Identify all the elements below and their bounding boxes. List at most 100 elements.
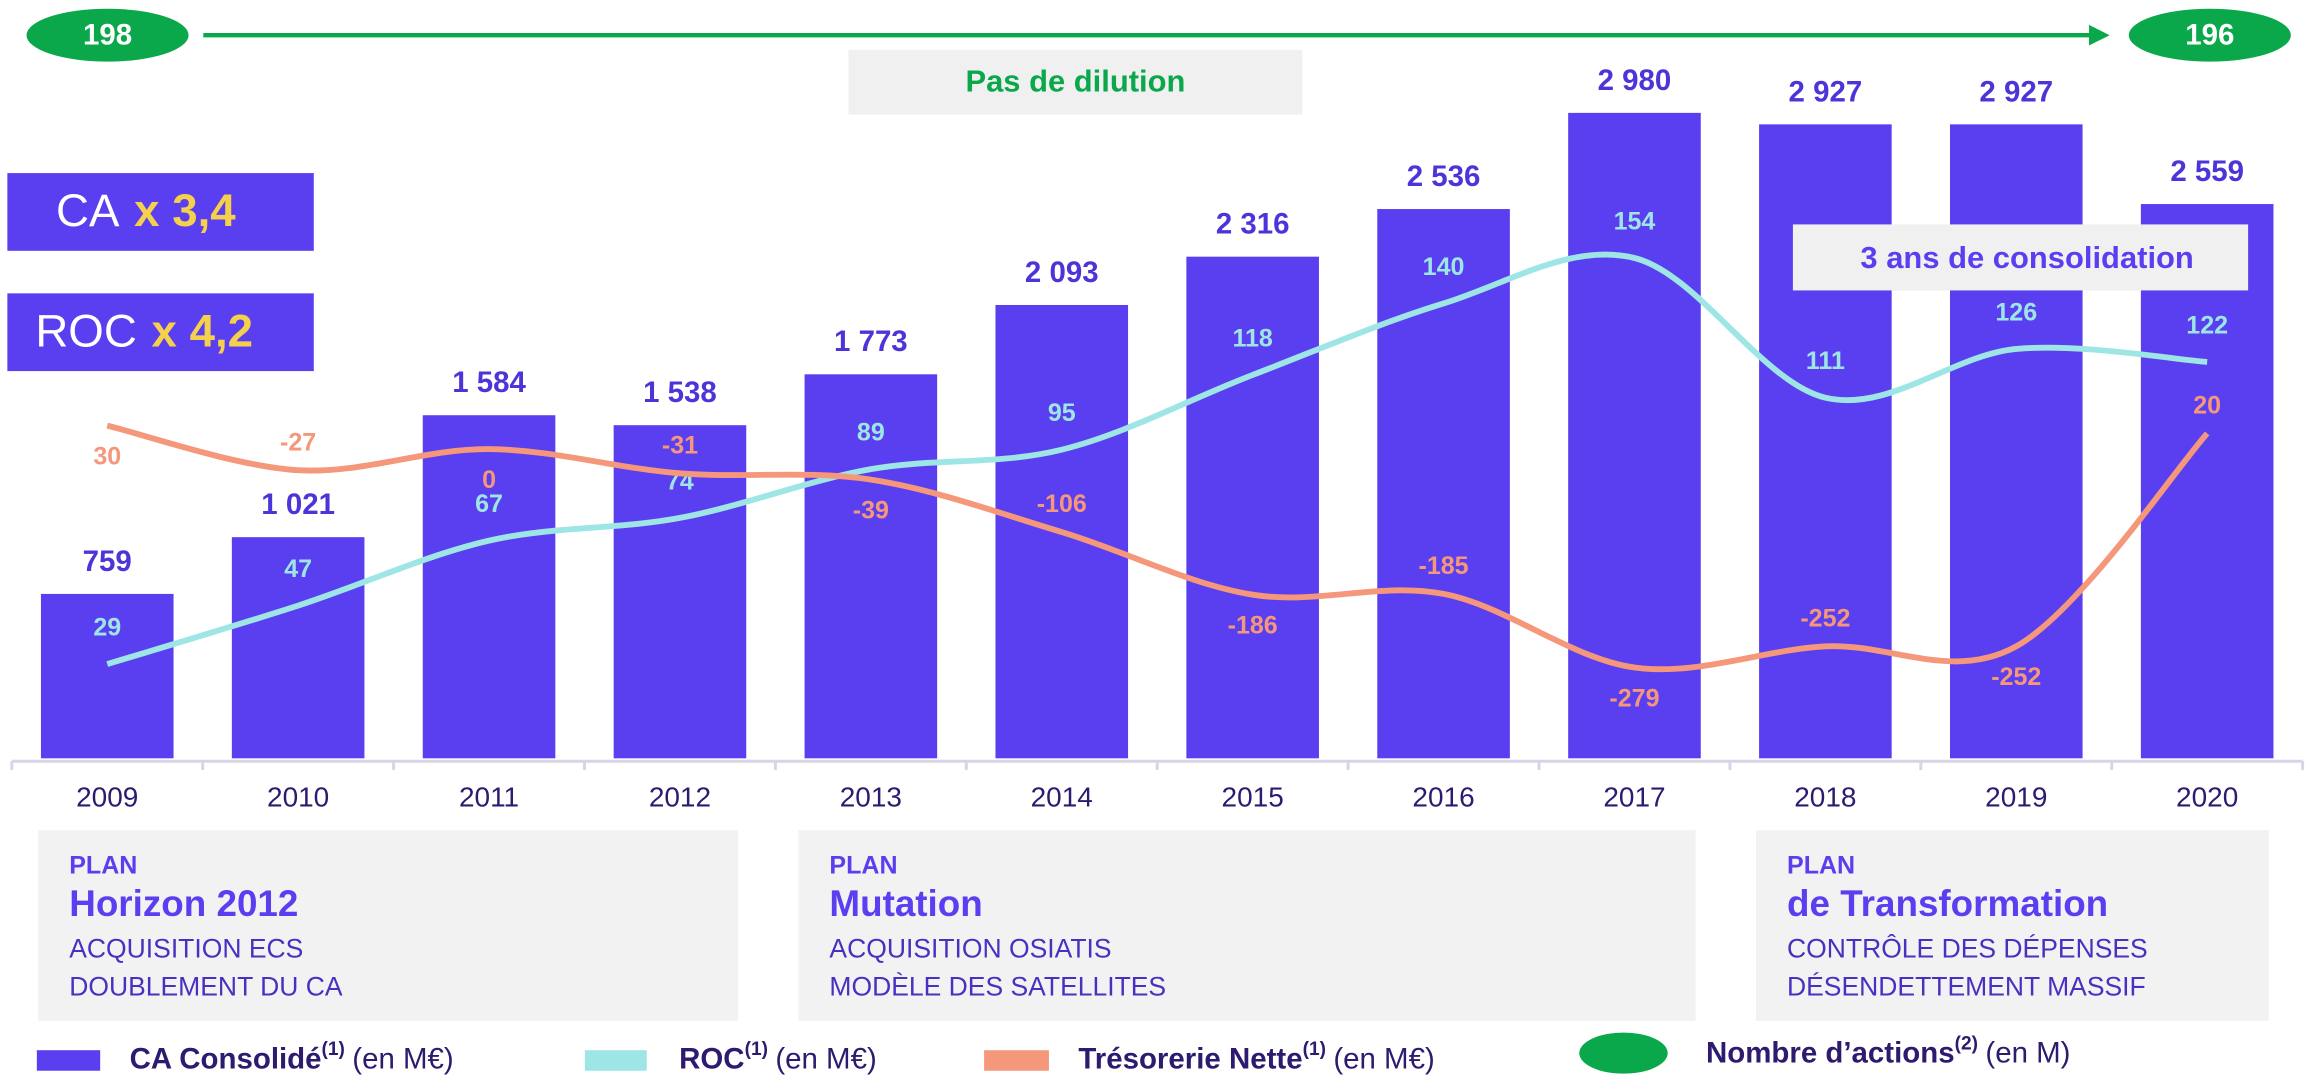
- legend-unit: (en M€): [352, 1042, 453, 1075]
- x-tick-label: 2016: [1412, 782, 1474, 813]
- plan-title: de Transformation: [1787, 883, 2108, 924]
- line-value-label: 89: [857, 419, 885, 447]
- plan-box: [798, 830, 1696, 1021]
- plot: 2009 2010 2011 2012 2013 2014 2015 2016 2017 2018…: [10, 64, 2305, 813]
- legend-swatch: [36, 1050, 101, 1071]
- plan-title: Horizon 2012: [69, 883, 298, 924]
- x-tick-label: 2013: [840, 782, 902, 813]
- x-tick-label: 2009: [76, 782, 138, 813]
- shares-end: 196: [2185, 18, 2234, 51]
- line-value-label: -39: [853, 497, 889, 525]
- plan-line: DOUBLEMENT DU CA: [69, 972, 343, 1002]
- legend-swatch: [984, 1050, 1049, 1071]
- line-value-label: 67: [475, 490, 503, 518]
- multiplier-box: [7, 173, 314, 251]
- bar: [1568, 112, 1701, 759]
- x-tick-label: 2010: [267, 782, 329, 813]
- multiplier-box: [7, 293, 314, 372]
- plan-line: ACQUISITION OSIATIS: [829, 933, 1111, 963]
- bar-value-label: 1 773: [834, 325, 908, 358]
- line-value-label: 154: [1614, 207, 1656, 235]
- line-value-label: -279: [1609, 684, 1659, 712]
- bar: [804, 374, 938, 759]
- legend-name: ROC: [679, 1042, 744, 1075]
- arrow-head: [2089, 24, 2110, 46]
- bar-value-label: 2 927: [1789, 75, 1863, 108]
- legend-entry: Nombre d’actions(2) (en M): [1706, 1033, 2070, 1069]
- bar-value-label: 1 584: [452, 366, 526, 399]
- bar-value-label: 2 093: [1025, 256, 1099, 289]
- bar-value-label: 2 559: [2170, 155, 2244, 188]
- plan-line: CONTRÔLE DES DÉPENSES: [1787, 933, 2148, 963]
- plans: PLAN Horizon 2012 ACQUISITION ECS DOUBLEMEN…: [38, 830, 2269, 1021]
- plan-line: ACQUISITION ECS: [69, 933, 303, 963]
- shares-end-badge: [2128, 8, 2291, 62]
- bar: [40, 593, 174, 759]
- line-value-label: 111: [1806, 347, 1845, 375]
- shares-start-badge: [26, 8, 189, 62]
- bar-value-label: 2 536: [1407, 160, 1481, 193]
- multiplier-label: ROC: [35, 306, 136, 357]
- legend-unit: (en M€): [775, 1042, 876, 1075]
- bar-value-label: 759: [83, 545, 132, 578]
- legend-entry: CA Consolidé(1) (en M€): [130, 1039, 454, 1075]
- legend-note: (1): [322, 1039, 345, 1060]
- bar: [1377, 209, 1510, 759]
- legend-name: Nombre d’actions: [1706, 1036, 1955, 1069]
- bar-value-label: 2 316: [1216, 208, 1290, 241]
- plan-line: MODÈLE DES SATELLITES: [829, 972, 1166, 1002]
- bar-value-label: 1 021: [261, 488, 335, 521]
- legend-note: (1): [745, 1039, 768, 1060]
- x-tick-label: 2020: [2176, 782, 2238, 813]
- x-tick-label: 2015: [1222, 782, 1284, 813]
- annotation-box: [1792, 224, 2249, 291]
- legend-unit: (en M): [1985, 1036, 2070, 1069]
- legend-unit: (en M€): [1333, 1042, 1434, 1075]
- bar-value-label: 2 980: [1598, 64, 1672, 97]
- plan-kicker: PLAN: [69, 851, 137, 879]
- legend-swatch: [1579, 1032, 1668, 1074]
- bar: [1186, 256, 1319, 759]
- bar: [2140, 204, 2274, 759]
- multiplier: CA x 3,4: [56, 185, 236, 236]
- plan-title: Mutation: [829, 883, 982, 924]
- bar: [422, 415, 556, 759]
- line-value-label: 122: [2186, 311, 2228, 339]
- legend-entry: ROC(1) (en M€): [679, 1039, 877, 1075]
- line: [106, 251, 2208, 667]
- multiplier-factor: x 4,2: [152, 306, 254, 357]
- bar: [1759, 124, 1892, 759]
- annotation: 3 ans de consolidation: [1860, 240, 2193, 275]
- shares-start: 198: [83, 18, 132, 51]
- plan-kicker: PLAN: [1787, 851, 1855, 879]
- x-tick-label: 2012: [649, 782, 711, 813]
- line-value-label: -186: [1228, 612, 1278, 640]
- multiplier-factor: x 3,4: [134, 185, 236, 236]
- x-tick-label: 2014: [1031, 782, 1093, 813]
- line-value-label: -31: [662, 432, 698, 460]
- line-value-label: 95: [1048, 399, 1076, 427]
- line-value-label: 140: [1423, 253, 1465, 281]
- x-tick-label: 2017: [1603, 782, 1665, 813]
- line-value-label: 0: [482, 466, 496, 494]
- bar: [613, 425, 747, 759]
- line-value-label: -106: [1037, 490, 1087, 518]
- line-value-label: -27: [280, 428, 316, 456]
- line-value-label: 126: [1995, 298, 2037, 326]
- legend-swatch: [584, 1050, 647, 1071]
- dilution-label: Pas de dilution: [965, 64, 1185, 99]
- plan-line: DÉSENDETTEMENT MASSIF: [1787, 972, 2146, 1002]
- x-tick-label: 2018: [1794, 782, 1856, 813]
- line-value-label: 20: [2193, 392, 2221, 420]
- line-value-label: -252: [1991, 663, 2041, 691]
- legend-entry: Trésorerie Nette(1) (en M€): [1078, 1039, 1434, 1075]
- line-value-label: 30: [93, 442, 121, 470]
- x-tick-label: 2019: [1985, 782, 2047, 813]
- plan-kicker: PLAN: [829, 851, 897, 879]
- bar-value-label: 2 927: [1979, 75, 2053, 108]
- line-value-label: 29: [93, 614, 121, 642]
- plan-box: [1756, 830, 2269, 1021]
- plan-box: [38, 830, 739, 1021]
- line-value-label: 47: [284, 555, 312, 583]
